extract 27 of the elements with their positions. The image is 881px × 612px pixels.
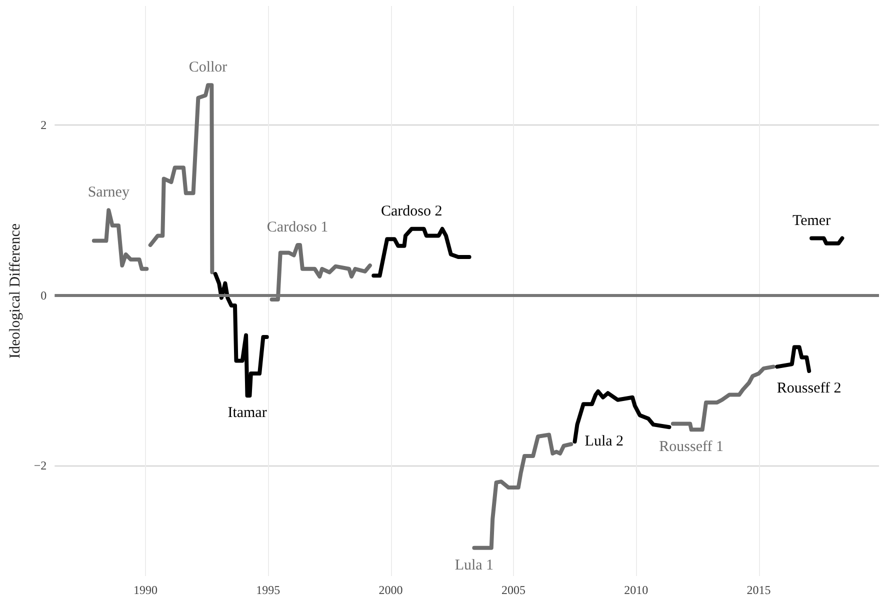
series-label: Temer: [792, 212, 831, 229]
series-label: Cardoso 2: [381, 203, 442, 220]
line-series: [372, 226, 472, 278]
line-series: [775, 345, 812, 373]
y-tick-label: −2: [34, 458, 47, 472]
x-tick-label: 2010: [624, 583, 648, 597]
y-axis-title: Ideological Difference: [8, 223, 24, 359]
series-label: Lula 1: [454, 557, 494, 574]
line-series: [670, 364, 776, 432]
x-tick-label: 2005: [501, 583, 526, 597]
series-label: Itamar: [228, 405, 267, 422]
series-label: Cardoso 1: [266, 220, 328, 236]
line-series: [92, 208, 149, 271]
line-series: [148, 83, 214, 274]
line-series: [213, 272, 269, 398]
x-tick-label: 1990: [133, 583, 158, 597]
series-label: Rousseff 1: [659, 439, 724, 456]
series-label: Sarney: [88, 184, 130, 201]
series-label: Lula 2: [584, 434, 624, 450]
series-label: Collor: [188, 60, 228, 76]
x-tick-label: 2000: [378, 583, 403, 597]
x-tick-label: 2015: [746, 583, 771, 597]
y-tick-label: 0: [40, 288, 47, 302]
series-label: Rousseff 2: [776, 380, 842, 396]
line-series: [472, 432, 574, 550]
x-tick-label: 1995: [256, 583, 280, 597]
y-tick-label: 2: [40, 118, 47, 132]
